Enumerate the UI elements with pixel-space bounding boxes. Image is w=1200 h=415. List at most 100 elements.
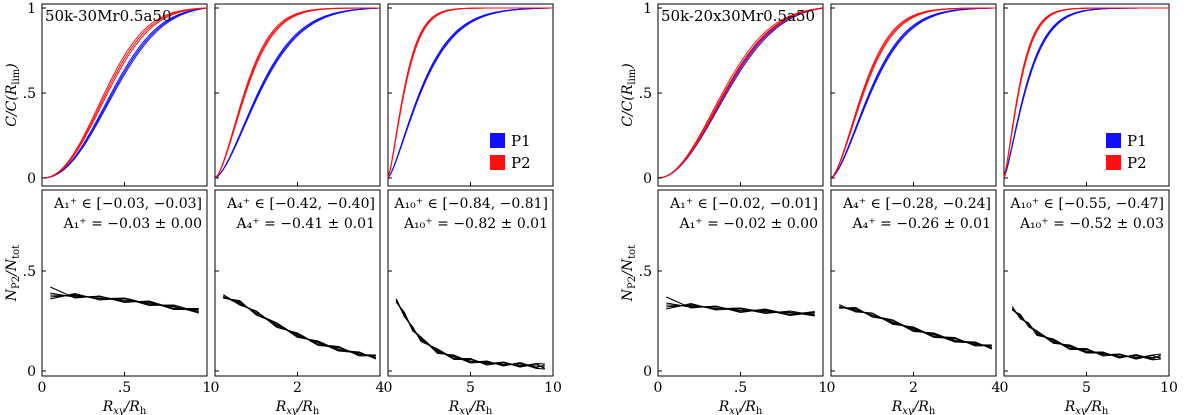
legend-label-p1: P1 (511, 132, 531, 150)
x-tick-label: 4 (992, 380, 1001, 396)
fraction-line (1011, 309, 1161, 361)
cumulative-panel: 0 .5 1 50k-20x30Mr0.5a50 C/C(Rlim) (620, 1, 824, 187)
y-tick-label: 0 (643, 364, 652, 380)
x-tick-label: .5 (734, 380, 747, 396)
fraction-panel: 0 .5 0 .5 1 Rxy/Rh A₁⁺ ∈ [−0.02, −0.01] A₁⁺ = −… (620, 189, 827, 415)
panel-group-1: 0 .5 1 50k-30Mr0.5a50 C/C(Rlim) 0 .5 0 .5 1 Rxy/Rh… (4, 1, 562, 415)
asymmetry-value: A₁₀⁺ = −0.82 ± 0.01 (403, 216, 548, 232)
fraction-line (395, 300, 545, 367)
p1-curve (41, 7, 208, 179)
fraction-line (50, 294, 199, 312)
p2-curve (830, 7, 996, 179)
axes-frame (657, 3, 824, 187)
asymmetry-range: A₁₀⁺ ∈ [−0.55, −0.47] (1009, 196, 1164, 212)
y-axis-label: C/C(Rlim) (620, 63, 638, 127)
x-tick-label: 2 (909, 380, 918, 396)
p1-curve (657, 7, 824, 179)
x-tick-label: 0 (1000, 380, 1009, 396)
legend-swatch-p1 (490, 133, 505, 148)
fraction-panel: 0 5 10 Rxy/Rh A₁₀⁺ ∈ [−0.84, −0.81] A₁₀⁺ = −0… (384, 189, 562, 415)
axes-frame (214, 3, 381, 187)
fraction-panel: 0 2 4 Rxy/Rh A₄⁺ ∈ [−0.28, −0.24] A₄⁺ = −0.26… (827, 189, 1001, 415)
y-tick-label: .5 (639, 86, 652, 102)
x-axis-label: Rxy/Rh (275, 399, 320, 415)
x-tick-label: 0 (827, 380, 836, 396)
cumulative-panel: 0 .5 1 50k-30Mr0.5a50 C/C(Rlim) (4, 1, 208, 187)
cumulative-panel (830, 3, 997, 187)
y-tick-label: .5 (23, 86, 36, 102)
y-tick-label: 1 (27, 1, 36, 17)
asymmetry-value: A₁₀⁺ = −0.52 ± 0.03 (1019, 216, 1164, 232)
p1-curve (657, 7, 824, 179)
x-axis-label: Rxy/Rh (102, 399, 147, 415)
fraction-panel: 0 .5 0 .5 1 Rxy/Rh A₁⁺ ∈ [−0.03, −0.03] A₁⁺ = −… (4, 189, 212, 415)
x-tick-label: 2 (293, 380, 302, 396)
fraction-line (666, 304, 815, 315)
fraction-panel: 0 2 4 Rxy/Rh A₄⁺ ∈ [−0.42, −0.40] A₄⁺ = −0.41… (211, 189, 385, 415)
x-tick-label: 0 (211, 380, 220, 396)
y-axis-label: C/C(Rlim) (4, 63, 22, 127)
p1-curve (214, 7, 381, 179)
p1-curve (657, 7, 824, 179)
y-tick-label: .5 (23, 264, 36, 280)
fraction-line (839, 307, 993, 349)
x-tick-label: 5 (1082, 380, 1091, 396)
x-tick-label: 1 (203, 380, 212, 396)
asymmetry-value: A₄⁺ = −0.26 ± 0.01 (852, 216, 991, 232)
x-axis-label: Rxy/Rh (891, 399, 936, 415)
fraction-line (1011, 309, 1161, 360)
fraction-line (395, 298, 546, 370)
panel-group-2: 0 .5 1 50k-20x30Mr0.5a50 C/C(Rlim) 0 .5 0 .5 1 Rxy… (620, 1, 1178, 415)
x-axis-label: Rxy/Rh (448, 399, 493, 415)
fraction-line (666, 296, 815, 316)
legend-label-p1: P1 (1127, 132, 1147, 150)
fraction-line (395, 300, 545, 368)
p2-curve (830, 7, 997, 179)
p1-curve (41, 7, 208, 179)
legend-swatch-p1 (1106, 133, 1121, 148)
x-tick-label: 10 (544, 380, 562, 396)
p1-curve (1003, 7, 1169, 179)
asymmetry-range: A₁⁺ ∈ [−0.02, −0.01] (669, 196, 818, 212)
legend-label-p2: P2 (511, 154, 531, 172)
p2-curve (387, 7, 553, 179)
fraction-line (395, 301, 545, 370)
axes-frame (41, 3, 208, 187)
y-axis-label: NP2/Ntot (620, 245, 638, 302)
p2-curve (830, 7, 997, 179)
axes-frame (830, 3, 997, 187)
asymmetry-range: A₁₀⁺ ∈ [−0.84, −0.81] (393, 196, 548, 212)
x-axis-label: Rxy/Rh (1064, 399, 1109, 415)
legend-swatch-p2 (490, 155, 505, 170)
p1-curve (1003, 7, 1169, 179)
y-tick-label: 0 (643, 171, 652, 187)
fraction-line (50, 286, 199, 310)
y-tick-label: 0 (27, 171, 36, 187)
fraction-line (839, 306, 992, 348)
fraction-line (223, 297, 377, 359)
p1-curve (41, 7, 208, 179)
p2-curve (1003, 7, 1169, 179)
p2-curve (41, 7, 208, 179)
cumulative-panel (214, 3, 381, 187)
fraction-panel: 0 5 10 Rxy/Rh A₁₀⁺ ∈ [−0.55, −0.47] A₁₀⁺ = −0… (1000, 189, 1178, 415)
asymmetry-value: A₁⁺ = −0.02 ± 0.00 (679, 216, 818, 232)
p1-curve (1003, 7, 1169, 179)
asymmetry-value: A₁⁺ = −0.03 ± 0.00 (63, 216, 202, 232)
asymmetry-value: A₄⁺ = −0.41 ± 0.01 (236, 216, 375, 232)
x-tick-label: 0 (38, 380, 47, 396)
asymmetry-range: A₄⁺ ∈ [−0.28, −0.24] (842, 196, 991, 212)
x-tick-label: 0 (384, 380, 393, 396)
y-tick-label: 0 (27, 364, 36, 380)
fraction-line (223, 295, 376, 356)
p2-curve (657, 7, 824, 179)
p2-curve (41, 7, 208, 179)
legend-label-p2: P2 (1127, 154, 1147, 172)
y-tick-label: .5 (639, 264, 652, 280)
p1-curve (387, 7, 554, 179)
x-axis-label: Rxy/Rh (718, 399, 763, 415)
fraction-line (666, 302, 815, 316)
